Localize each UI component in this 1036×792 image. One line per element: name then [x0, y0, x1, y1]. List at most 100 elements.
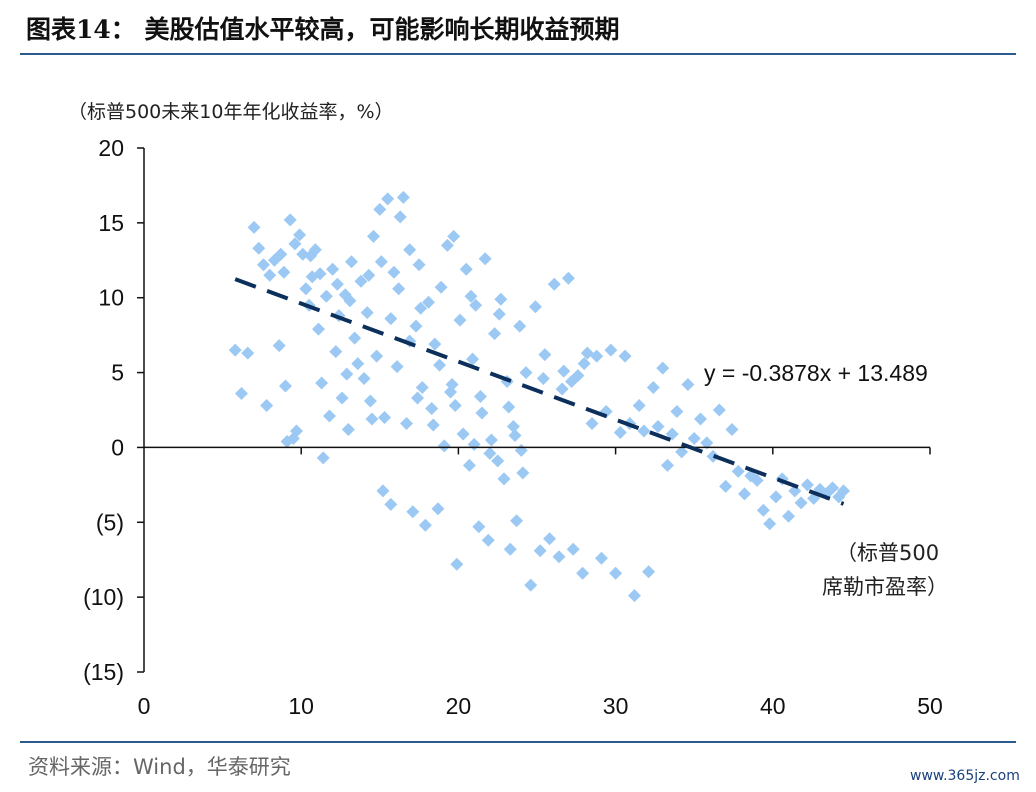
data-point [576, 566, 590, 580]
data-point [604, 343, 618, 357]
data-point [362, 268, 376, 282]
data-point [403, 243, 417, 257]
data-point [272, 339, 286, 353]
data-point [700, 436, 714, 450]
data-point [478, 252, 492, 266]
data-point [400, 416, 414, 430]
data-point [370, 349, 384, 363]
data-point [426, 418, 440, 432]
data-point [472, 520, 486, 534]
data-point [585, 416, 599, 430]
data-point [794, 496, 808, 510]
axes [137, 147, 931, 673]
data-point [466, 352, 480, 366]
data-point [456, 427, 470, 441]
data-point [506, 419, 520, 433]
data-point [473, 390, 487, 404]
data-point [341, 422, 355, 436]
y-tick-label: (15) [83, 659, 124, 685]
y-tick-label: 0 [111, 434, 124, 460]
data-point [565, 375, 579, 389]
data-point [561, 271, 575, 285]
data-point [360, 306, 374, 320]
data-point [363, 394, 377, 408]
data-point [510, 514, 524, 528]
data-point [384, 312, 398, 326]
y-tick-label: 5 [111, 360, 124, 386]
data-point [299, 282, 313, 296]
data-point [484, 433, 498, 447]
data-point [340, 367, 354, 381]
data-point [434, 280, 448, 294]
data-point [609, 566, 623, 580]
data-point [491, 454, 505, 468]
data-point [241, 346, 255, 360]
data-point [247, 220, 261, 234]
data-point [646, 381, 660, 395]
data-point [256, 258, 270, 272]
data-point [351, 357, 365, 371]
data-point [826, 481, 840, 495]
data-point [311, 322, 325, 336]
data-point [392, 282, 406, 296]
data-point [422, 295, 436, 309]
data-point [288, 237, 302, 251]
data-point [418, 518, 432, 532]
data-point [513, 319, 527, 333]
x-tick-label: 40 [760, 693, 786, 719]
data-point [492, 307, 506, 321]
data-point [228, 343, 242, 357]
data-point [396, 190, 410, 204]
data-point [502, 400, 516, 414]
x-axis-label-line2: 席勒市盈率） [822, 575, 948, 599]
data-point [706, 449, 720, 463]
data-point [494, 292, 508, 306]
data-point [267, 253, 281, 267]
data-point [374, 255, 388, 269]
data-point [415, 381, 429, 395]
data-point [681, 378, 695, 392]
data-point [651, 419, 665, 433]
data-point [756, 503, 770, 517]
data-point [837, 484, 851, 498]
y-tick-label: 15 [98, 210, 124, 236]
data-point [536, 372, 550, 386]
data-point [475, 406, 489, 420]
x-tick-label: 30 [603, 693, 629, 719]
data-point [543, 532, 557, 546]
data-point [613, 425, 627, 439]
data-point [365, 412, 379, 426]
data-point [660, 458, 674, 472]
data-point [263, 268, 277, 282]
data-point [750, 473, 764, 487]
data-point [719, 479, 733, 493]
data-point [367, 229, 381, 243]
data-point [503, 542, 517, 556]
data-point [376, 484, 390, 498]
data-point [618, 349, 632, 363]
data-point [319, 289, 333, 303]
data-point [467, 437, 481, 451]
data-point [516, 466, 530, 480]
data-point [557, 364, 571, 378]
data-point [348, 331, 362, 345]
data-point [278, 379, 292, 393]
data-point [508, 428, 522, 442]
data-point [769, 490, 783, 504]
data-point [274, 247, 288, 261]
data-point [731, 464, 745, 478]
data-point [675, 445, 689, 459]
data-point [447, 229, 461, 243]
data-point [354, 274, 368, 288]
data-point [390, 360, 404, 374]
data-point [277, 265, 291, 279]
data-point [260, 399, 274, 413]
data-point [316, 451, 330, 465]
y-tick-label: (10) [83, 584, 124, 610]
watermark: www.365jz.com [910, 768, 1020, 784]
data-point [687, 431, 701, 445]
source-note: 资料来源：Wind，华泰研究 [28, 755, 291, 779]
data-point [293, 228, 307, 242]
data-point [459, 262, 473, 276]
